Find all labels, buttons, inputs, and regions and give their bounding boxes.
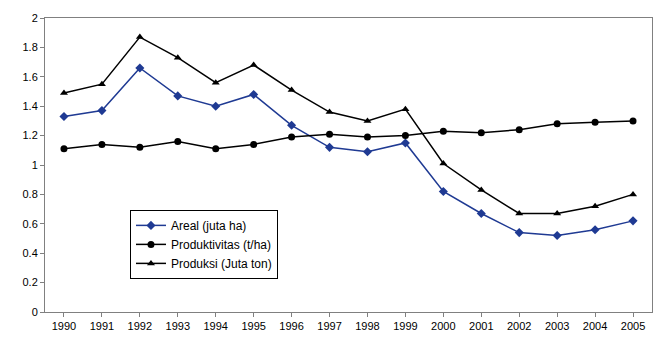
svg-text:2005: 2005 [621,320,645,332]
svg-text:1993: 1993 [166,320,190,332]
svg-text:1998: 1998 [355,320,379,332]
svg-text:1990: 1990 [52,320,76,332]
svg-text:2001: 2001 [469,320,493,332]
svg-text:1.4: 1.4 [23,100,38,112]
svg-text:Produktivitas (t/ha): Produktivitas (t/ha) [171,238,271,252]
svg-text:1992: 1992 [128,320,152,332]
svg-text:2003: 2003 [545,320,569,332]
svg-text:1995: 1995 [241,320,265,332]
svg-text:1999: 1999 [393,320,417,332]
svg-text:1.2: 1.2 [23,129,38,141]
svg-text:1: 1 [32,159,38,171]
svg-text:0.8: 0.8 [23,188,38,200]
svg-text:1991: 1991 [90,320,114,332]
svg-text:0.2: 0.2 [23,276,38,288]
svg-text:2000: 2000 [431,320,455,332]
svg-text:0.4: 0.4 [23,247,38,259]
svg-text:2004: 2004 [583,320,607,332]
svg-text:0: 0 [32,306,38,318]
svg-text:1.8: 1.8 [23,41,38,53]
svg-text:Produksi (Juta ton): Produksi (Juta ton) [171,257,272,271]
svg-text:0.6: 0.6 [23,218,38,230]
svg-text:2: 2 [32,12,38,24]
svg-text:Areal (juta ha): Areal (juta ha) [171,219,246,233]
svg-text:2002: 2002 [507,320,531,332]
svg-text:1997: 1997 [317,320,341,332]
svg-text:1.6: 1.6 [23,71,38,83]
svg-text:1996: 1996 [279,320,303,332]
svg-text:1994: 1994 [203,320,227,332]
